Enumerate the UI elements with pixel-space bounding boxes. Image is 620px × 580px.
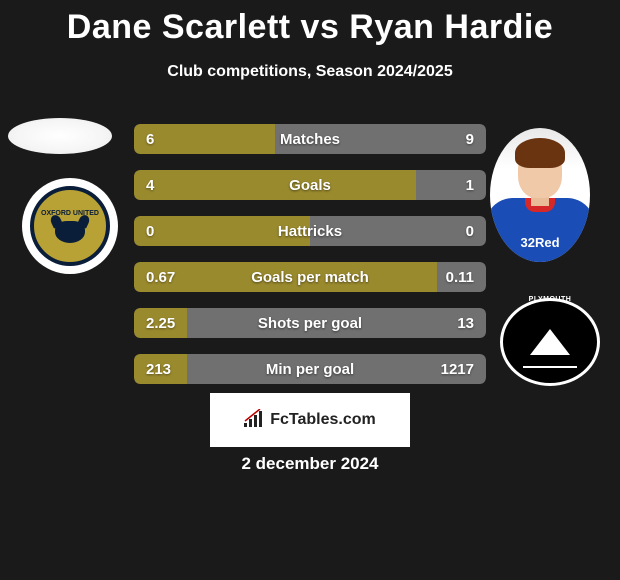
watermark: FcTables.com (210, 393, 410, 447)
stat-row: 41Goals (134, 170, 486, 200)
sail-icon (530, 329, 570, 355)
comparison-card: Dane Scarlett vs Ryan Hardie Club compet… (0, 0, 620, 580)
club-left-badge: OXFORD UNITED (22, 178, 118, 274)
player-right-photo: 32Red (490, 128, 590, 262)
stat-label: Goals (134, 177, 486, 194)
stat-label: Matches (134, 131, 486, 148)
club-right-name: PLYMOUTH (515, 296, 585, 303)
stat-label: Shots per goal (134, 315, 486, 332)
stat-row: 2.2513Shots per goal (134, 308, 486, 338)
stat-label: Goals per match (134, 269, 486, 286)
stat-label: Min per goal (134, 361, 486, 378)
water-icon (523, 366, 577, 374)
club-left-name: OXFORD UNITED (41, 210, 99, 217)
oxford-united-crest: OXFORD UNITED (30, 186, 110, 266)
stat-row: 00Hattricks (134, 216, 486, 246)
comparison-date: 2 december 2024 (0, 454, 620, 474)
club-right-badge: PLYMOUTH (500, 298, 600, 386)
stat-label: Hattricks (134, 223, 486, 240)
stat-row: 0.670.11Goals per match (134, 262, 486, 292)
shirt-sponsor: 32Red (520, 235, 559, 250)
player-portrait-icon: 32Red (490, 128, 590, 262)
player-left-photo (8, 118, 112, 154)
stats-table: 69Matches 41Goals 00Hattricks 0.670.11Goals… (134, 124, 486, 400)
page-subtitle: Club competitions, Season 2024/2025 (0, 63, 620, 81)
watermark-text: FcTables.com (270, 411, 376, 429)
ox-head-icon (55, 221, 85, 243)
stat-row: 2131217Min per goal (134, 354, 486, 384)
plymouth-crest: PLYMOUTH (515, 314, 585, 370)
page-title: Dane Scarlett vs Ryan Hardie (0, 0, 620, 47)
fctables-logo-icon (244, 409, 266, 432)
stat-row: 69Matches (134, 124, 486, 154)
